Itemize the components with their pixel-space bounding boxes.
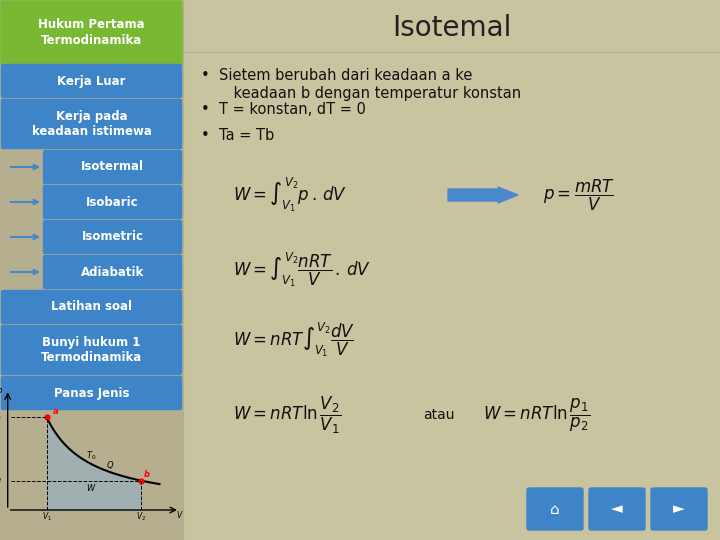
Text: •  Ta = Tb: • Ta = Tb: [201, 128, 274, 143]
Text: $T_0$: $T_0$: [86, 449, 96, 462]
Text: Isobaric: Isobaric: [86, 195, 139, 208]
Text: ⌂: ⌂: [550, 502, 560, 516]
Text: keadaan b dengan temperatur konstan: keadaan b dengan temperatur konstan: [215, 86, 521, 101]
Text: $W$: $W$: [86, 482, 96, 493]
Text: $V$: $V$: [176, 509, 184, 520]
Text: $p_2$: $p_2$: [0, 474, 3, 484]
Text: Hukum Pertama
Termodinamika: Hukum Pertama Termodinamika: [38, 18, 145, 46]
Text: Isometric: Isometric: [81, 231, 143, 244]
FancyBboxPatch shape: [1, 99, 181, 148]
FancyBboxPatch shape: [1, 1, 182, 64]
Text: Isotermal: Isotermal: [81, 160, 144, 173]
FancyBboxPatch shape: [1, 326, 181, 375]
Text: $V_2$: $V_2$: [135, 510, 145, 523]
Text: •  Sietem berubah dari keadaan a ke: • Sietem berubah dari keadaan a ke: [201, 68, 472, 83]
Text: •  T = konstan, dT = 0: • T = konstan, dT = 0: [201, 102, 366, 117]
Text: atau: atau: [423, 408, 454, 422]
FancyBboxPatch shape: [1, 64, 181, 98]
Text: Panas Jenis: Panas Jenis: [54, 387, 130, 400]
Text: $p$: $p$: [0, 386, 3, 397]
Text: Kerja pada
keadaan istimewa: Kerja pada keadaan istimewa: [32, 110, 151, 138]
FancyBboxPatch shape: [527, 488, 583, 530]
Text: $W = \int_{V_1}^{V_2} \dfrac{nRT}{V}\,.\,dV$: $W = \int_{V_1}^{V_2} \dfrac{nRT}{V}\,.\…: [233, 251, 371, 289]
Text: $W = nRT \ln\dfrac{V_2}{V_1}$: $W = nRT \ln\dfrac{V_2}{V_1}$: [233, 394, 341, 436]
FancyArrow shape: [448, 187, 518, 203]
Text: b: b: [144, 470, 150, 479]
FancyBboxPatch shape: [589, 488, 645, 530]
Text: $V_1$: $V_1$: [42, 510, 52, 523]
Text: Kerja Luar: Kerja Luar: [58, 75, 126, 87]
Text: $p = \dfrac{mRT}{V}$: $p = \dfrac{mRT}{V}$: [543, 178, 615, 213]
FancyBboxPatch shape: [651, 488, 707, 530]
Text: $W = nRT\int_{V_1}^{V_2} \dfrac{dV}{V}$: $W = nRT\int_{V_1}^{V_2} \dfrac{dV}{V}$: [233, 321, 355, 359]
Text: Bunyi hukum 1
Termodinamika: Bunyi hukum 1 Termodinamika: [41, 336, 142, 364]
FancyBboxPatch shape: [43, 186, 181, 219]
Bar: [0, 0, 183, 540]
Text: $W = nRT \ln\dfrac{p_1}{p_2}$: $W = nRT \ln\dfrac{p_1}{p_2}$: [483, 396, 590, 434]
FancyBboxPatch shape: [43, 255, 181, 288]
Text: Isotemal: Isotemal: [392, 14, 511, 42]
Text: ◄: ◄: [611, 502, 623, 516]
Text: a: a: [53, 407, 59, 416]
Text: $p_1$: $p_1$: [0, 410, 3, 421]
Text: Latihan soal: Latihan soal: [51, 300, 132, 314]
FancyBboxPatch shape: [43, 151, 181, 184]
Text: ►: ►: [673, 502, 685, 516]
Text: $W = \int_{V_1}^{V_2} p\,.\,dV$: $W = \int_{V_1}^{V_2} p\,.\,dV$: [233, 176, 347, 214]
FancyBboxPatch shape: [43, 220, 181, 253]
Text: $Q$: $Q$: [107, 458, 114, 471]
FancyBboxPatch shape: [1, 291, 181, 323]
Text: Adiabatik: Adiabatik: [81, 266, 144, 279]
FancyBboxPatch shape: [1, 376, 181, 409]
